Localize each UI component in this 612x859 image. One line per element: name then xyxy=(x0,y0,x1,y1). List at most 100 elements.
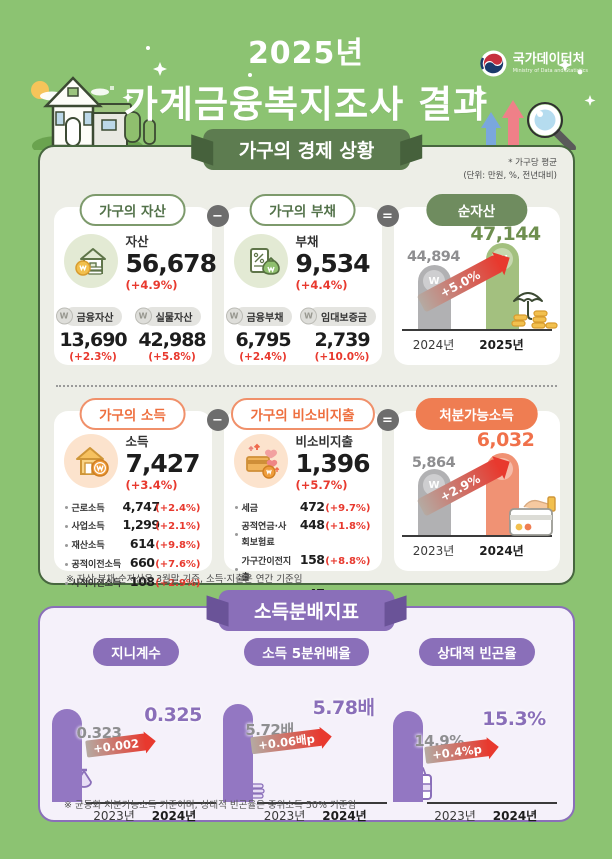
income-label: 소득 xyxy=(125,434,149,449)
gini-chart: 0.323 0.325 +0.002 2023년 2024년 xyxy=(52,668,220,826)
net-assets-header: 순자산 xyxy=(425,194,528,226)
section-banner-distribution-label: 소득분배지표 xyxy=(254,601,359,623)
economic-footnote: ※ 자산·부채·순자산은 3월말 기준, 소득·지출은 연간 기준임 xyxy=(66,574,303,585)
net-assets-prev-value: 44,894 xyxy=(407,249,460,265)
assets-value: 56,678 xyxy=(125,249,217,278)
card-hand-icon xyxy=(508,496,556,536)
income-house-coin-icon xyxy=(63,434,118,489)
economic-status-section: 가구의 경제 상황 * 가구당 평균 (단위: 만원, %, 전년대비) 가구의… xyxy=(38,129,575,636)
debt-change: (+4.4%) xyxy=(295,277,348,292)
disposable-prev-value: 5,864 xyxy=(411,455,456,471)
gini-header: 지니계수 xyxy=(93,638,179,666)
quintile-bar-2024 xyxy=(222,704,253,802)
list-item: 세금 472 (+9.7%) xyxy=(235,499,371,518)
title-year: 2025년 xyxy=(247,36,365,71)
disposable-income-chart: 5,864 6,032 W W +2.9% 2023년 2 xyxy=(394,411,560,571)
nonconsumption-label: 비소비지출 xyxy=(295,434,354,449)
quintile-curr-value: 5.78배 xyxy=(312,697,375,719)
section-banner-economic-label: 가구의 경제 상황 xyxy=(238,140,375,162)
section-banner-distribution: 소득분배지표 xyxy=(218,590,395,631)
disposable-income-header: 처분가능소득 xyxy=(415,398,538,430)
financial-debt: W 금융부채 6,795 (+2.4%) xyxy=(224,306,303,363)
ministry-logo-icon xyxy=(480,50,507,77)
list-item: 근로소득 4,747 (+2.4%) xyxy=(65,499,201,518)
gini-coefficient-block: 지니계수 0.323 0.325 +0.002 xyxy=(52,638,220,826)
income-card-header: 가구의 소득 xyxy=(79,398,186,430)
list-item: 사업소득 1,299 (+2.1%) xyxy=(65,517,201,536)
quintile-header: 소득 5분위배율 xyxy=(244,638,369,666)
real-assets: W 실물자산 42,988 (+5.8%) xyxy=(133,306,212,363)
won-badge-icon: W xyxy=(225,307,243,325)
disposable-income-card: 처분가능소득 5,864 6,032 W W +2.9% xyxy=(393,398,560,571)
divider xyxy=(56,385,557,387)
relative-poverty-block: 상대적 빈곤율 14.9% 15.3% +0.4%p 2023 xyxy=(393,638,561,826)
debt-scroll-moneybag-icon xyxy=(233,234,288,289)
chart-baseline xyxy=(401,329,552,331)
debt-label: 부채 xyxy=(295,234,319,249)
assets-change: (+4.9%) xyxy=(125,277,178,292)
disposable-year-curr: 2024년 xyxy=(479,544,524,558)
poverty-header: 상대적 빈곤율 xyxy=(419,638,535,666)
won-badge-icon: W xyxy=(300,307,317,325)
net-assets-curr-value: 47,144 xyxy=(470,223,541,245)
income-value: 7,427 xyxy=(125,449,201,478)
bar-arrows-icon xyxy=(481,100,524,150)
nonconsumption-card-header: 가구의 비소비지출 xyxy=(230,398,375,430)
financial-assets: W 금융자산 13,690 (+2.3%) xyxy=(54,306,133,363)
list-item: 사적이전소득 108 (+2.9%) xyxy=(65,574,201,593)
net-assets-year-curr: 2025년 xyxy=(479,338,524,352)
umbrella-coins-icon xyxy=(510,292,558,329)
section-banner-economic: 가구의 경제 상황 xyxy=(202,129,411,170)
assets-card-header: 가구의 자산 xyxy=(79,194,186,226)
chart-baseline xyxy=(401,535,552,537)
ministry-name-en: Ministry of Data and Statistics xyxy=(512,68,588,75)
page-title: 2025년 가계금융복지조사 결과 xyxy=(0,28,612,128)
net-assets-chart: 44,894 47,144 W W +5.0% xyxy=(394,207,560,365)
net-assets-year-prev: 2024년 xyxy=(412,338,455,352)
nonconsumption-change: (+5.7%) xyxy=(295,477,348,492)
debt-card-header: 가구의 부채 xyxy=(249,194,356,226)
quintile-ratio-block: 소득 5분위배율 5.72배 5.78배 +0.06배p xyxy=(222,638,391,826)
unit-note-line2: (단위: 만원, %, 전년대비) xyxy=(463,171,557,182)
equals-operator: = xyxy=(376,409,399,431)
assets-card: 가구의 자산 자산 xyxy=(53,194,217,365)
magnifier-icon xyxy=(527,102,576,150)
poverty-curr-value: 15.3% xyxy=(482,708,546,730)
chart-baseline xyxy=(427,802,557,804)
poverty-chart: 14.9% 15.3% +0.4%p 2023년 2024년 xyxy=(393,668,561,826)
gini-curr-value: 0.325 xyxy=(144,704,202,726)
income-breakdown-list: 근로소득 4,747 (+2.4%) 사업소득 1,299 (+2.1%) 재산소득 61… xyxy=(54,499,212,593)
disposable-curr-value: 6,032 xyxy=(476,429,535,451)
assets-label: 자산 xyxy=(125,234,149,249)
nonconsumption-value: 1,396 xyxy=(295,449,371,478)
unit-note: * 가구당 평균 (단위: 만원, %, 전년대비) xyxy=(463,157,557,183)
won-badge-icon: W xyxy=(55,307,73,325)
poverty-bar-2024 xyxy=(393,711,423,802)
unit-note-line1: * 가구당 평균 xyxy=(508,158,557,168)
nonconsumption-card: 가구의 비소비지출 xyxy=(223,398,382,636)
sparkle-icon xyxy=(110,46,596,106)
debt-value: 9,534 xyxy=(295,249,371,278)
ministry-name: 국가데이터처 xyxy=(512,51,585,67)
list-item: 가구간이전지출 158 (+8.8%) xyxy=(235,552,371,587)
rental-deposit: W 임대보증금 2,739 (+10.0%) xyxy=(300,306,382,363)
won-badge-icon: W xyxy=(134,307,152,325)
income-card: 가구의 소득 소득 7,427 xyxy=(53,398,212,589)
net-assets-card: 순자산 44,894 47,144 W W +5.0% xyxy=(393,194,560,365)
nonconsumption-card-hearts-icon xyxy=(233,434,288,489)
income-change: (+3.4%) xyxy=(125,477,178,492)
gini-bar-2024 xyxy=(52,709,82,802)
tree-icon xyxy=(124,111,141,143)
quintile-chart: 5.72배 5.78배 +0.06배p 2023년 2024년 xyxy=(222,668,391,826)
cloud-icon xyxy=(91,88,109,96)
assets-house-coins-icon xyxy=(63,234,118,289)
list-item: 공적연금·사회보험료 448 (+1.8%) xyxy=(235,517,371,552)
distribution-footnote: ※ 균등화 처분가능소득 기준이며, 상대적 빈곤율은 중위소득 50% 기준임 xyxy=(64,800,357,811)
equals-operator: = xyxy=(376,205,399,227)
chart-baseline xyxy=(256,802,387,804)
list-item: 공적이전소득 660 (+7.6%) xyxy=(65,555,201,574)
debt-card: 가구의 부채 부채 xyxy=(223,194,382,365)
minus-operator: − xyxy=(206,205,229,227)
ministry-logo: 국가데이터처 Ministry of Data and Statistics xyxy=(480,50,588,77)
